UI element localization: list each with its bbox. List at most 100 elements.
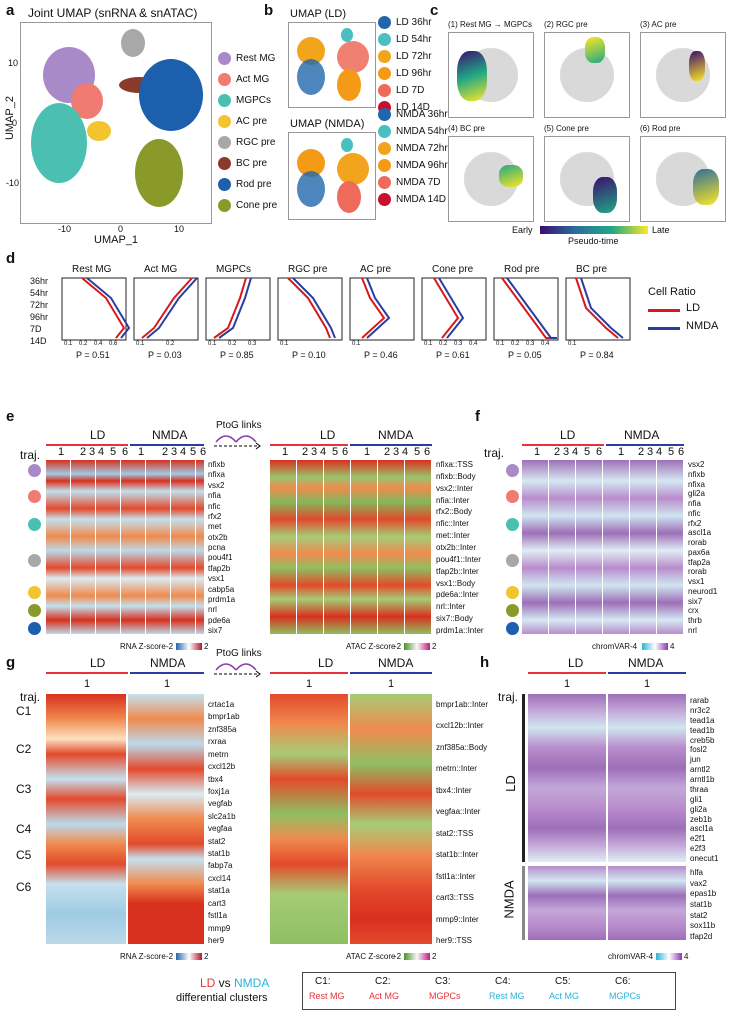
gene-label: otx2b::Inter <box>436 543 477 552</box>
pseudotime-umap <box>448 32 534 118</box>
legend-dot-icon <box>218 135 231 149</box>
gene-label: nfic <box>688 508 701 518</box>
gene-label: vsx2::Inter <box>436 483 473 493</box>
footer-cluster-name: Act MG <box>549 991 580 1001</box>
pseudotime-title: (4) BC pre <box>448 124 485 133</box>
gene-label: tbx4 <box>208 774 224 784</box>
cell-ratio-plot <box>277 277 343 341</box>
trajectory-highlight <box>693 169 719 205</box>
gene-label: nrl <box>688 626 697 635</box>
umap-legend-item: Rod pre <box>218 174 277 195</box>
g-atac-traj-1b: 1 <box>388 678 395 690</box>
g-atac-ld: LD <box>318 656 334 670</box>
series-line <box>146 277 198 339</box>
umap-ld-title: UMAP (LD) <box>290 8 347 20</box>
f-ld: LD <box>560 428 576 442</box>
legend-label: LD 14D <box>396 102 430 113</box>
gene-label: stat2::TSS <box>436 828 474 838</box>
g-rna-scale-label: RNA Z-score <box>120 952 166 961</box>
gene-label: pde6a::Inter <box>436 590 479 600</box>
gene-label: nrl <box>208 605 217 615</box>
legend-dot-icon <box>378 49 391 63</box>
gene-label: nfia::Inter <box>436 495 470 505</box>
traj-column-label: 5 <box>110 446 117 458</box>
h-scale-label: chromVAR <box>608 952 647 961</box>
legend-dot-icon <box>378 107 391 121</box>
gene-label: slc2a1b <box>208 811 236 821</box>
g-nmda: NMDA <box>150 656 186 670</box>
trajectory-dot-icon <box>28 464 41 477</box>
umap-ytick: 10 <box>8 58 19 68</box>
traj-column-label: 6 <box>678 446 685 458</box>
gene-label: nr3c2 <box>690 705 711 715</box>
traj-column-label: 2 <box>162 446 169 458</box>
g-atac-scale-max: 2 <box>432 952 437 961</box>
umap-xtick: 0 <box>118 224 124 234</box>
gene-label: arntl1b <box>690 775 715 784</box>
e-atac-colorbar <box>404 643 430 650</box>
legend-dot-icon <box>218 198 231 212</box>
legend-dot-icon <box>218 114 231 128</box>
cell-ratio-xtick: 0.6 <box>109 341 118 347</box>
gene-label: rxraa <box>208 737 227 747</box>
series-line <box>438 277 465 339</box>
e-rna-scale-label: RNA Z-score <box>120 642 166 651</box>
h-group-ld: LD <box>502 775 518 792</box>
pseudotime-title: (1) Rest MG → MGPCs <box>448 20 533 29</box>
time-ytick: 14D <box>30 336 47 346</box>
gene-label: nfixb <box>208 460 225 469</box>
gene-label: nfia <box>688 499 701 509</box>
legend-dot-icon <box>218 177 231 191</box>
e-atac-nmda: NMDA <box>378 428 414 442</box>
panel-label-h: h <box>480 654 490 671</box>
time-legend-item: NMDA 36hr <box>378 106 448 123</box>
legend-label: Act MG <box>236 74 270 85</box>
trajectory-highlight <box>499 165 523 187</box>
e-rna-colorbar <box>176 643 202 650</box>
series-line <box>81 277 126 339</box>
traj-column-label: 6 <box>342 446 349 458</box>
g-nmda-bar <box>130 672 204 674</box>
gene-label: neurod1 <box>688 586 718 596</box>
f-nmda: NMDA <box>624 428 660 442</box>
gene-label: cabp5a <box>208 584 235 594</box>
trajectory-dot-icon <box>506 554 519 567</box>
f-colorbar <box>642 643 668 650</box>
gene-label: vsx1 <box>688 577 705 587</box>
f-ld-bar <box>522 444 604 446</box>
cell-ratio-plot <box>349 277 415 341</box>
gene-label: stat2 <box>690 910 708 920</box>
gene-label: cxcl12b::Inter <box>436 721 484 731</box>
footer-ld: LD <box>200 976 216 990</box>
time-legend-item: NMDA 96hr <box>378 157 448 174</box>
cell-ratio-xtick: 0.4 <box>469 341 478 347</box>
trajectory-dot-icon <box>506 622 519 635</box>
panel-label-b: b <box>264 2 274 19</box>
time-legend-item: NMDA 14D <box>378 191 448 208</box>
umap-legend: Rest MG Act MG MGPCs AC pre RGC pre BC pre Rod… <box>218 48 277 216</box>
pseudotime-umap <box>640 136 726 222</box>
series-line <box>575 277 619 339</box>
gene-label: fstl1a <box>208 911 228 921</box>
pseudotime-colorbar <box>540 226 648 234</box>
time-ytick: 54hr <box>30 288 49 298</box>
gene-label: crtac1a <box>208 700 235 709</box>
gene-label: met::Inter <box>436 531 470 541</box>
h-scale-max: 4 <box>684 952 689 961</box>
cell-ratio-xtick: 0.3 <box>454 341 463 347</box>
traj-column-label: 1 <box>58 446 65 458</box>
series-line <box>366 277 391 339</box>
h-heatmap-ld-top <box>528 694 686 862</box>
series-line <box>287 277 331 339</box>
time-legend-item: LD 96hr <box>378 65 432 82</box>
umap-xtick: 10 <box>174 224 185 234</box>
time-ytick: 36hr <box>30 276 49 286</box>
gene-label: e2f3 <box>690 844 706 854</box>
cell-ratio-xtick: 0.1 <box>208 341 217 347</box>
gene-label: bmpr1ab::Inter <box>436 700 489 709</box>
gene-label: six7 <box>208 626 223 635</box>
traj-column-label: 3 <box>89 446 96 458</box>
cell-ratio-plot <box>493 277 559 341</box>
cluster-label: C2 <box>16 742 32 756</box>
traj-column-label: 6 <box>424 446 431 458</box>
